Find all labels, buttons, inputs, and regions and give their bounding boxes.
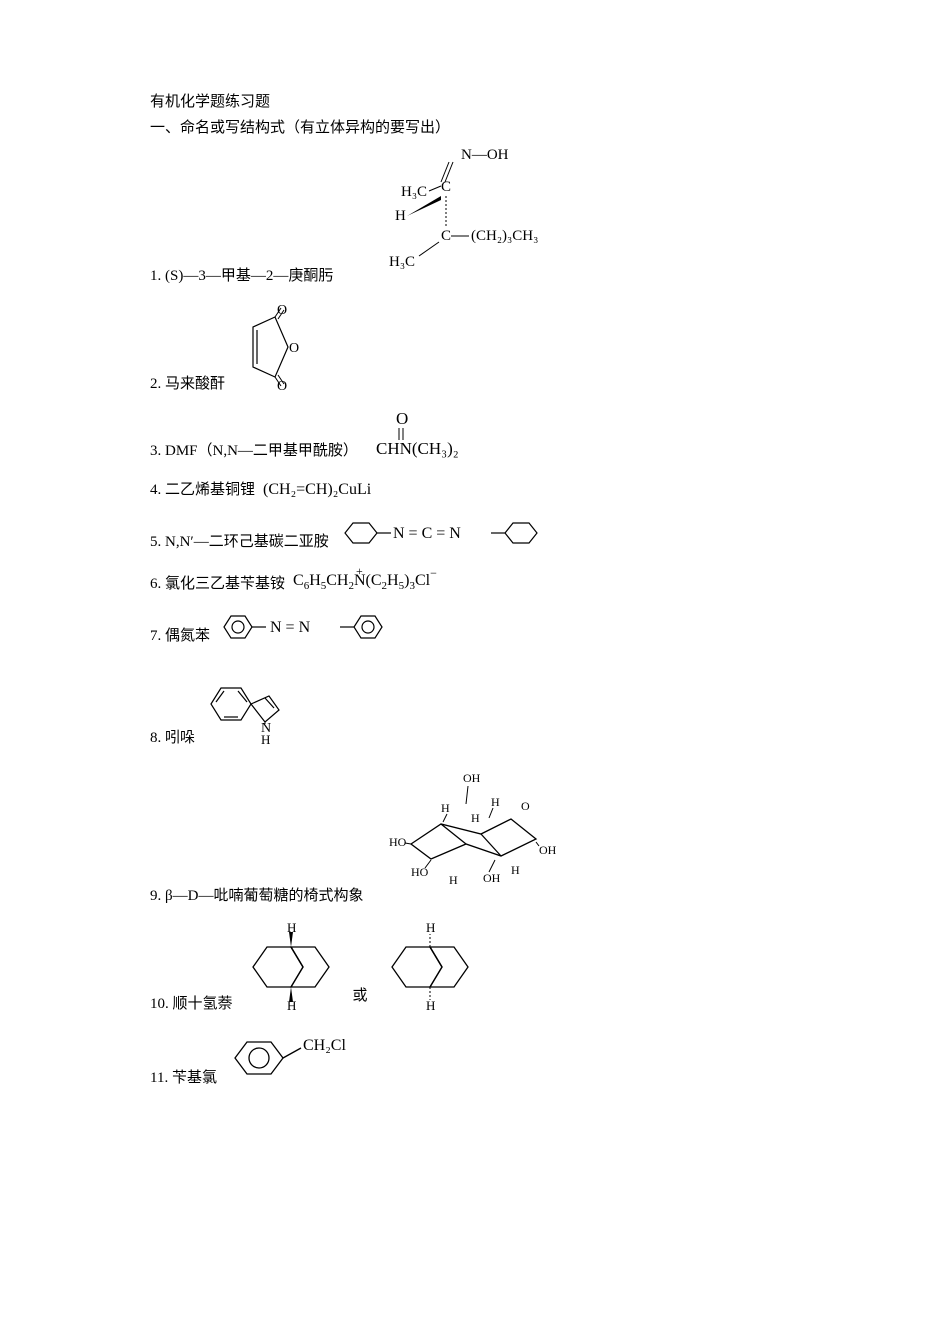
exercise-item-2: 2. 马来酸酐 O O O [150, 302, 795, 400]
item-name: 顺十氢萘 [173, 996, 233, 1012]
atom-o: O [277, 303, 287, 318]
exercise-item-8: 8. 吲哚 N H [150, 676, 795, 754]
svg-text:OH: OH [483, 871, 501, 885]
item-name: 氯化三乙基苄基铵 [165, 576, 285, 592]
exercise-item-9: 9. β—D—吡喃葡萄糖的椅式构象 OH H H O HO HO [150, 764, 795, 912]
exercise-item-5: 5. N,N′—二环己基碳二亚胺 N = C = N [150, 516, 795, 558]
item-name: DMF（N,N—二甲基甲酰胺） [165, 443, 358, 459]
structure-azobenzene: N = N [218, 610, 398, 652]
exercise-item-6: 6. 氯化三乙基苄基铵 C6H5CH2N+(C2H5)3Cl− [150, 568, 795, 600]
svg-text:H: H [511, 863, 520, 877]
svg-text:OH: OH [463, 771, 481, 785]
item-num: 4. [150, 482, 161, 498]
item-num: 8. [150, 730, 161, 746]
label-chain: (CH₂)₃CH₃ [471, 228, 538, 244]
svg-text:OH: OH [539, 843, 557, 857]
svg-text:H: H [287, 922, 296, 935]
item-name: 二乙烯基铜锂 [165, 482, 255, 498]
exercise-item-11: 11. 苄基氯 CH₂Cl [150, 1030, 795, 1094]
structure-cis-decalin-a: H H [241, 922, 341, 1020]
item-name: 马来酸酐 [165, 376, 225, 392]
item-num: 2. [150, 376, 161, 392]
svg-text:H: H [426, 922, 435, 935]
label-h: H [395, 208, 406, 224]
item-num: 9. [150, 888, 161, 904]
svg-text:H: H [441, 801, 450, 815]
structure-dcc: N = C = N [337, 516, 547, 558]
exercise-item-3: 3. DMF（N,N—二甲基甲酰胺） O CHN(CH₃)₂ [150, 410, 795, 467]
item-num: 11. [150, 1070, 168, 1086]
structure-glucopyranose: OH H H O HO HO H OH OH H H [371, 764, 571, 912]
item-num: 10. [150, 996, 169, 1012]
svg-text:HO: HO [389, 835, 407, 849]
atom-o: O [396, 410, 408, 428]
structure-ammonium-salt: C6H5CH2N+(C2H5)3Cl− [293, 568, 437, 600]
svg-text:O: O [521, 799, 530, 813]
item-name: 吲哚 [165, 730, 195, 746]
label-noh: N—OH [461, 147, 509, 163]
label-ncn: N = C = N [393, 525, 461, 542]
exercise-item-1: 1. (S)—3—甲基—2—庚酮肟 N—OH H₃C C H C (CH₂)₃C… [150, 144, 795, 292]
svg-text:H: H [471, 811, 480, 825]
exercise-item-10: 10. 顺十氢萘 H H 或 H [150, 922, 795, 1020]
exercise-item-4: 4. 二乙烯基铜锂 (CH₂=CH)₂CuLi [150, 477, 795, 507]
document-title: 有机化学题练习题 [150, 90, 795, 114]
structure-cuprate: (CH₂=CH)₂CuLi [263, 477, 371, 507]
structure-benzyl-chloride: CH₂Cl [225, 1030, 365, 1094]
svg-text:H: H [287, 998, 296, 1012]
item-num: 6. [150, 576, 161, 592]
item-num: 7. [150, 628, 161, 644]
structure-indole: N H [203, 676, 293, 754]
atom-o: O [289, 341, 299, 356]
svg-text:C: C [441, 228, 451, 244]
item-num: 5. [150, 534, 161, 550]
exercise-item-7: 7. 偶氮苯 N = N [150, 610, 795, 652]
item-name: β—D—吡喃葡萄糖的椅式构象 [165, 888, 363, 904]
item-name: N,N′—二环己基碳二亚胺 [165, 534, 329, 550]
item-name: 偶氮苯 [165, 628, 210, 644]
structure-oxime: N—OH H₃C C H C (CH₂)₃CH₃ H₃C [341, 144, 551, 292]
structure-dmf: O CHN(CH₃)₂ [366, 410, 486, 467]
label-nn: N = N [270, 619, 311, 636]
svg-text:H: H [426, 998, 435, 1012]
svg-text:H: H [449, 873, 458, 887]
atom-h: H [261, 732, 270, 746]
item-name: (S)—3—甲基—2—庚酮肟 [165, 268, 333, 284]
item-name: 苄基氯 [172, 1070, 217, 1086]
label-h3c: H₃C [401, 184, 427, 200]
label-h3c2: H₃C [389, 254, 415, 270]
structure-maleic-anhydride: O O O [233, 302, 303, 400]
join-text: 或 [341, 984, 380, 1020]
section-header: 一、命名或写结构式（有立体异构的要写出） [150, 116, 795, 140]
formula-text: CHN(CH₃)₂ [376, 439, 459, 458]
structure-cis-decalin-b: H H [380, 922, 480, 1020]
svg-text:C: C [441, 179, 451, 195]
item-num: 3. [150, 443, 161, 459]
svg-text:H: H [491, 795, 500, 809]
item-num: 1. [150, 268, 161, 284]
formula-text: CH₂Cl [303, 1037, 346, 1054]
